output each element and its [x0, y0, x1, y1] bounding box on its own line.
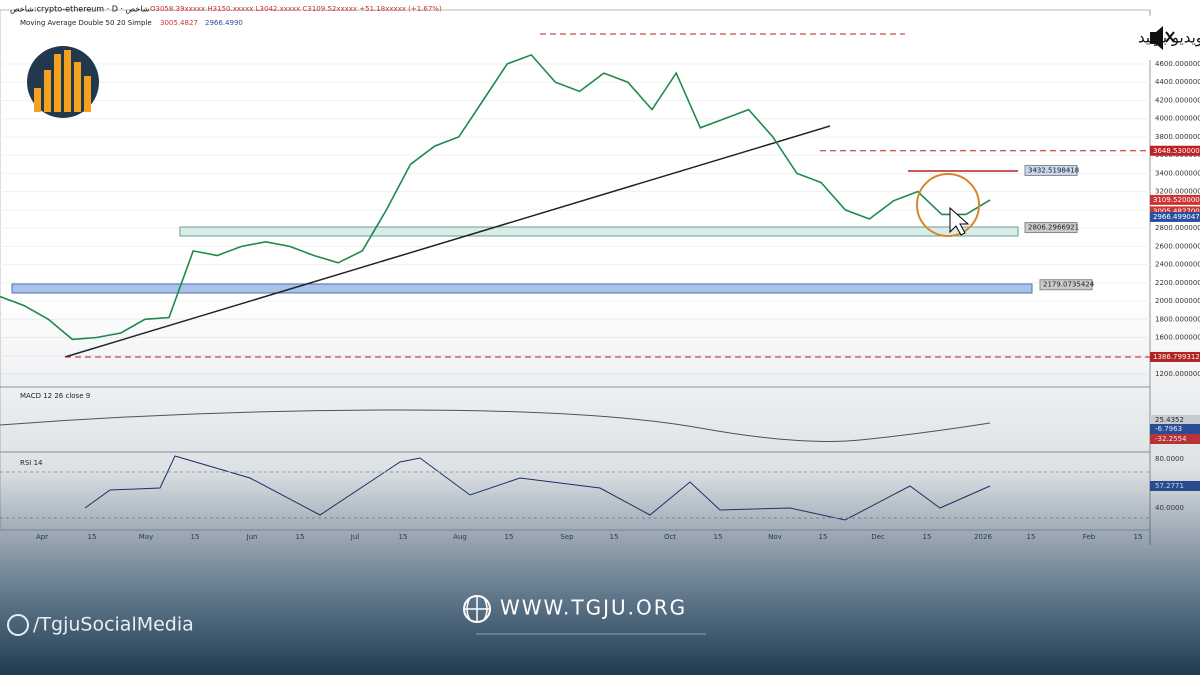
social-icon: [7, 614, 29, 636]
social-handle: /TgjuSocialMedia: [33, 614, 194, 636]
zone-tag: [1039, 279, 1093, 291]
y-tick-label: 2800.000000: [1155, 224, 1200, 232]
y-tick-label: 3800.000000: [1155, 133, 1200, 141]
site-url: WWW.TGJU.ORG: [500, 596, 687, 620]
globe-lines: [464, 596, 490, 622]
last-tag: [1150, 194, 1200, 205]
y-tick-label: 4000.000000: [1155, 115, 1200, 123]
support-zone: [11, 283, 1033, 294]
y-tick-label: 3400.000000: [1155, 169, 1200, 177]
ma-value: 2966.4990: [205, 19, 243, 27]
y-tick-label: 4200.000000: [1155, 96, 1200, 104]
last-label: 3005.4827000: [1153, 207, 1200, 215]
y-tick-label: 3200.000000: [1155, 188, 1200, 196]
last-label: 3109.5200000: [1153, 196, 1200, 204]
y-tick-label: 4600.000000: [1155, 60, 1200, 68]
level-label: 3648.5300000: [1153, 147, 1200, 155]
mute-icon[interactable]: [1150, 26, 1163, 50]
last-tag: [1150, 211, 1200, 222]
ohlc: O3058.39xxxxx H3150.xxxxx L3042.xxxxx C3…: [150, 5, 442, 13]
symbol: شاخص:crypto-ethereum · D · شاخص: [10, 5, 150, 14]
logo-bars: [34, 50, 91, 112]
fade-overlay: [0, 300, 1200, 675]
zone-tag: [1024, 222, 1078, 234]
cursor: [949, 206, 970, 236]
y-tick-label: 2400.000000: [1155, 261, 1200, 269]
support-zone: [179, 226, 1019, 237]
level-tag: [1150, 145, 1200, 156]
ma-label: Moving Average Double 50 20 Simple: [20, 19, 152, 27]
zone-tag: [1024, 164, 1078, 176]
zone-label: 3432.5198418: [1028, 166, 1079, 174]
sound-hint-box[interactable]: [920, 16, 1190, 60]
mute-x: [1165, 31, 1175, 43]
zone-label: 2806.2966921: [1028, 224, 1079, 232]
last-label: 2966.4990470: [1153, 213, 1200, 221]
y-tick-label: 2200.000000: [1155, 279, 1200, 287]
ma-value: 3005.4827: [160, 19, 198, 27]
y-tick-label: 4400.000000: [1155, 78, 1200, 86]
zone-label: 2179.0735424: [1043, 281, 1095, 289]
last-tag: [1150, 206, 1200, 217]
highlight-circle: [916, 173, 980, 237]
y-tick-label: 2600.000000: [1155, 242, 1200, 250]
